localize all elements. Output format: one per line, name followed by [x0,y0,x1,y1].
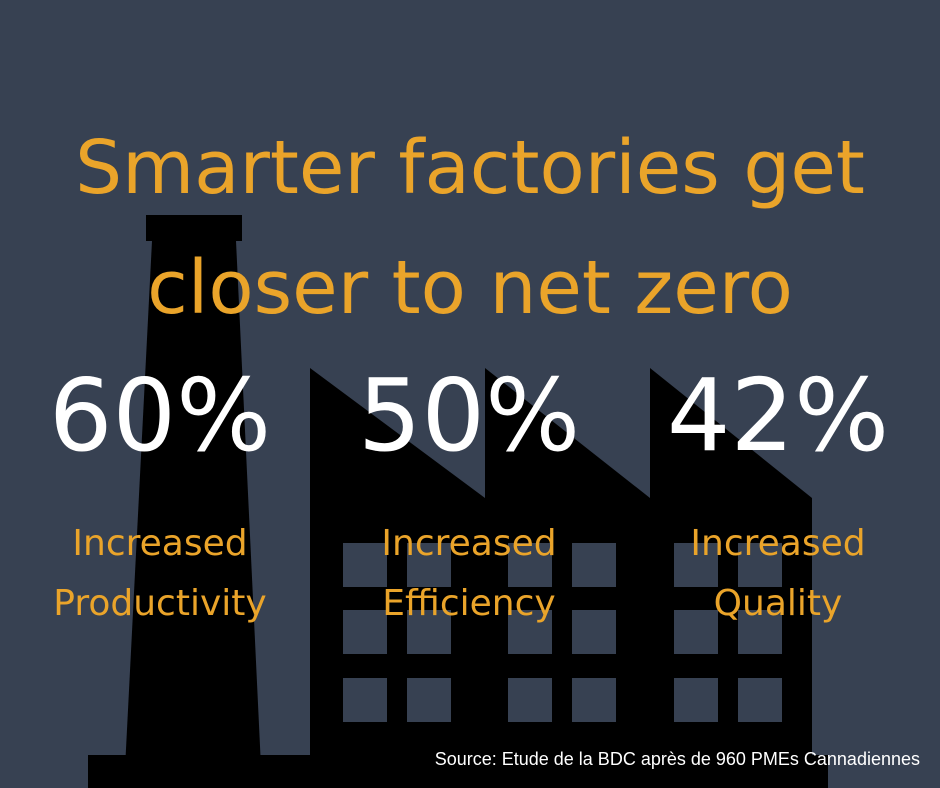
stat-label-line-1: Increased [381,523,557,564]
stat-label-line-1: Increased [72,523,248,564]
stat-efficiency: 50% Increased Efficiency [314,356,624,634]
stat-label: Increased Productivity [5,514,315,634]
stat-productivity: 60% Increased Productivity [5,356,315,634]
headline-line-1: Smarter factories get [75,125,865,211]
stat-label: Increased Quality [623,514,933,634]
stat-label: Increased Efficiency [314,514,624,634]
headline-line-2: closer to net zero [147,245,793,331]
stat-value: 50% [357,357,581,474]
stat-value: 42% [666,357,890,474]
stat-label-line-2: Efficiency [382,583,556,624]
headline: Smarter factories get closer to net zero [0,108,940,348]
stat-label-line-2: Productivity [53,583,267,624]
stat-label-line-1: Increased [690,523,866,564]
source-citation: Source: Etude de la BDC après de 960 PME… [434,749,920,769]
stat-label-line-2: Quality [713,583,843,624]
stat-quality: 42% Increased Quality [623,356,933,634]
stat-value: 60% [48,357,272,474]
